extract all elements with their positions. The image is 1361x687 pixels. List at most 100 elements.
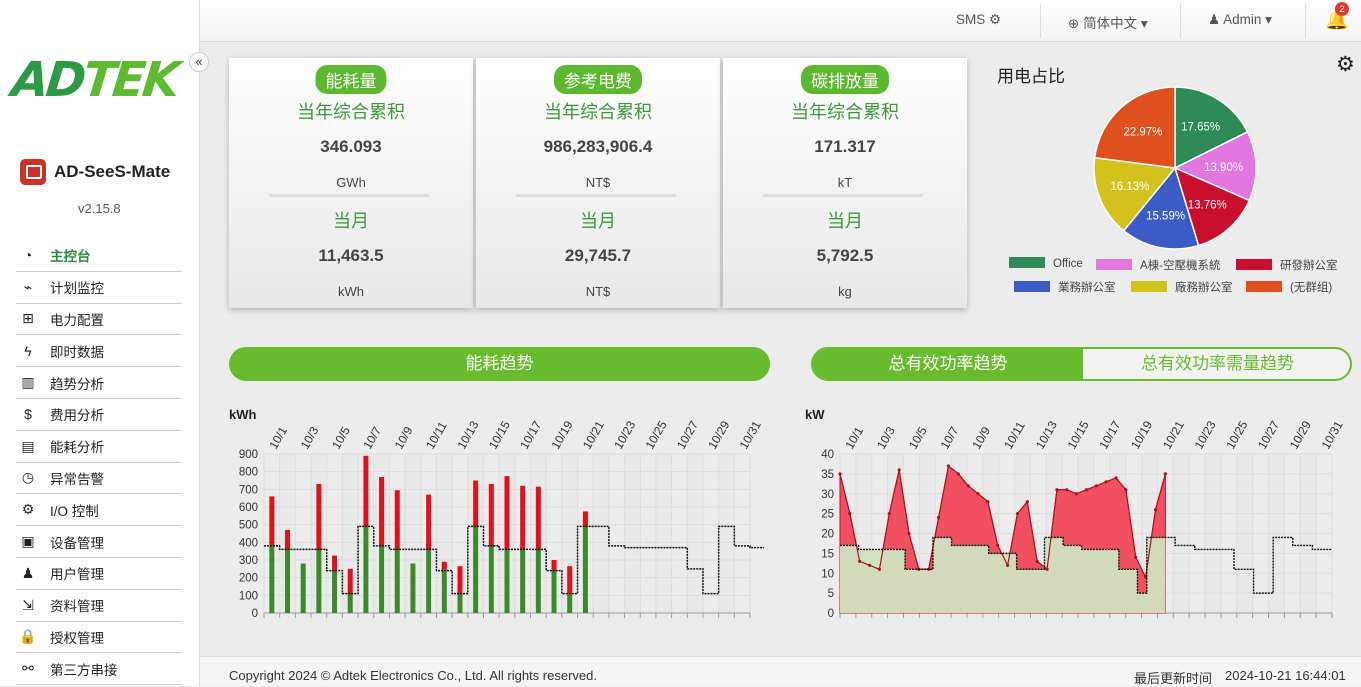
power-point[interactable] xyxy=(1075,492,1079,496)
power-point[interactable] xyxy=(887,512,891,516)
power-point[interactable] xyxy=(956,472,960,476)
power-point[interactable] xyxy=(1006,563,1010,567)
power-point[interactable] xyxy=(1104,480,1108,484)
power-point[interactable] xyxy=(1045,567,1049,571)
sidebar-item-1[interactable]: ⌁ 计划监控 xyxy=(16,272,182,304)
legend-item[interactable]: A棟-空壓機系統 xyxy=(1096,257,1221,273)
sidebar-item-6[interactable]: ▤ 能耗分析 xyxy=(16,431,182,463)
power-point[interactable] xyxy=(986,500,990,504)
pie-slice[interactable] xyxy=(1093,86,1176,169)
bar-base[interactable] xyxy=(520,549,526,613)
bar-base[interactable] xyxy=(332,570,338,613)
bar-excess[interactable] xyxy=(520,485,526,550)
power-point[interactable] xyxy=(1134,555,1138,559)
bar-excess[interactable] xyxy=(488,484,494,546)
power-point[interactable] xyxy=(907,531,911,536)
bar-base[interactable] xyxy=(316,549,322,613)
bar-base[interactable] xyxy=(300,563,306,613)
power-point[interactable] xyxy=(838,472,842,476)
bar-excess[interactable] xyxy=(473,480,479,527)
bar-excess[interactable] xyxy=(441,561,447,571)
sidebar-item-12[interactable]: 🔒 授权管理 xyxy=(16,622,182,654)
power-point[interactable] xyxy=(1094,484,1098,488)
pie-slice[interactable] xyxy=(1173,130,1257,202)
bar-excess[interactable] xyxy=(332,555,338,571)
bar-excess[interactable] xyxy=(535,486,541,550)
tab-active-power-trend[interactable]: 总有效功率趋势 xyxy=(813,349,1083,379)
bar-excess[interactable] xyxy=(567,566,573,594)
power-point[interactable] xyxy=(1025,500,1029,504)
power-point[interactable] xyxy=(877,567,882,571)
bar-base[interactable] xyxy=(582,526,588,613)
bar-base[interactable] xyxy=(379,545,385,613)
bar-base[interactable] xyxy=(285,549,291,613)
legend-item[interactable]: Office xyxy=(1009,257,1083,270)
legend-item[interactable]: 廠務辦公室 xyxy=(1131,279,1233,295)
bar-excess[interactable] xyxy=(426,494,432,550)
bar-excess[interactable] xyxy=(551,560,557,571)
bar-excess[interactable] xyxy=(269,496,275,546)
bar-base[interactable] xyxy=(347,593,353,613)
settings-gear-icon[interactable]: ⚙ xyxy=(1336,53,1355,76)
bar-excess[interactable] xyxy=(347,568,353,594)
power-point[interactable] xyxy=(1065,488,1069,492)
sidebar-item-4[interactable]: ▥ 趋势分析 xyxy=(16,367,182,399)
power-point[interactable] xyxy=(1114,476,1118,480)
bar-base[interactable] xyxy=(363,526,369,613)
pie-slice[interactable] xyxy=(1093,156,1177,232)
bar-base[interactable] xyxy=(488,545,494,613)
power-point[interactable] xyxy=(1153,508,1158,512)
collapse-sidebar-button[interactable]: « xyxy=(189,52,209,72)
bar-excess[interactable] xyxy=(457,566,463,594)
bar-excess[interactable] xyxy=(379,476,385,546)
bar-base[interactable] xyxy=(410,563,416,613)
legend-item[interactable]: 業務辦公室 xyxy=(1014,279,1116,295)
bar-base[interactable] xyxy=(535,549,541,613)
legend-item[interactable]: 研發辦公室 xyxy=(1236,257,1338,273)
power-point[interactable] xyxy=(1055,488,1059,492)
bar-excess[interactable] xyxy=(316,484,322,550)
power-point[interactable] xyxy=(1015,512,1020,516)
bar-base[interactable] xyxy=(269,545,275,613)
tab-power-demand-trend[interactable]: 总有效功率需量趋势 xyxy=(1141,354,1294,373)
pie-slice[interactable] xyxy=(1173,166,1251,247)
sidebar-item-0[interactable]: ◔ 主控台 xyxy=(16,240,182,272)
bar-base[interactable] xyxy=(426,549,432,613)
bar-base[interactable] xyxy=(504,549,510,613)
pie-slice[interactable] xyxy=(1122,166,1200,250)
power-point[interactable] xyxy=(1163,472,1167,476)
sidebar-item-7[interactable]: ◷ 异常告警 xyxy=(16,463,182,495)
power-point[interactable] xyxy=(1084,488,1089,492)
bar-base[interactable] xyxy=(394,549,400,613)
sms-settings-button[interactable]: SMS ⚙ xyxy=(956,12,1001,28)
sidebar-item-13[interactable]: ⚯ 第三方串接 xyxy=(16,653,182,686)
user-dropdown[interactable]: ♟ Admin ▾ xyxy=(1208,12,1272,27)
sidebar-item-9[interactable]: ▣ 设备管理 xyxy=(16,526,182,558)
sidebar-item-8[interactable]: ⚙ I/O 控制 xyxy=(16,494,182,527)
bar-excess[interactable] xyxy=(285,529,291,550)
sidebar-item-3[interactable]: ϟ 即时数据 xyxy=(16,335,182,368)
bar-excess[interactable] xyxy=(394,490,400,550)
bar-base[interactable] xyxy=(473,526,479,613)
sidebar-item-11[interactable]: ⇲ 资料管理 xyxy=(16,590,182,622)
legend-item[interactable]: (无群组) xyxy=(1246,279,1332,295)
power-point[interactable] xyxy=(848,512,852,516)
power-point[interactable] xyxy=(976,492,980,496)
power-point[interactable] xyxy=(867,563,872,567)
sidebar-item-5[interactable]: $ 费用分析 xyxy=(16,399,182,431)
bar-base[interactable] xyxy=(457,593,463,613)
power-point[interactable] xyxy=(897,468,901,472)
bar-excess[interactable] xyxy=(504,476,510,550)
pie-slice[interactable] xyxy=(1174,86,1249,170)
bar-base[interactable] xyxy=(551,570,557,613)
power-point[interactable] xyxy=(936,516,941,520)
sidebar-item-10[interactable]: ♟ 用户管理 xyxy=(16,558,182,590)
power-point[interactable] xyxy=(946,464,951,468)
power-point[interactable] xyxy=(858,559,862,563)
power-point[interactable] xyxy=(966,484,970,488)
language-dropdown[interactable]: ⊕ 简体中文 ▾ xyxy=(1068,16,1148,31)
bar-base[interactable] xyxy=(441,570,447,613)
bar-base[interactable] xyxy=(567,593,573,613)
sidebar-item-2[interactable]: ⊞ 电力配置 xyxy=(16,304,182,336)
power-point[interactable] xyxy=(1035,559,1039,563)
